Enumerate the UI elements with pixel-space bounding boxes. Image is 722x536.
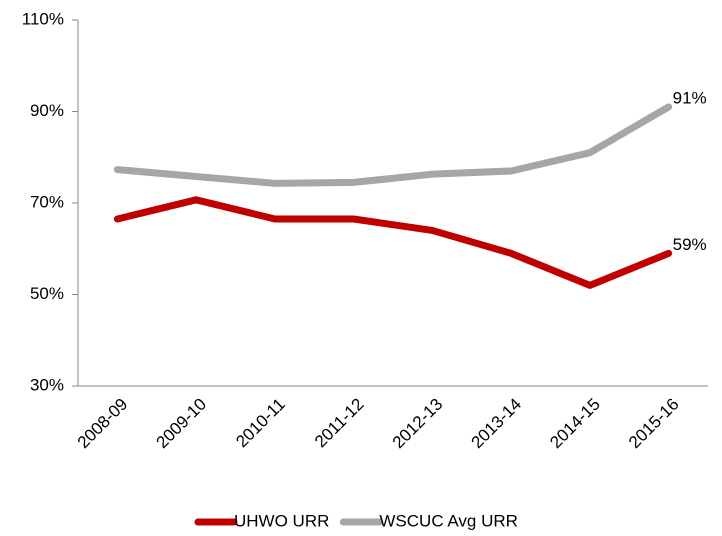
data-label: 59% [673,235,707,254]
legend-label: WSCUC Avg URR [379,511,518,530]
x-tick-label: 2015-16 [625,395,683,453]
x-tick-label: 2013-14 [468,395,526,453]
series-line [113,196,673,289]
legend-label: UHWO URR [234,511,329,530]
x-tick-label: 2012-13 [389,395,447,453]
y-tick-label: 70% [30,192,64,211]
series-line [113,103,673,187]
x-tick-label: 2009-10 [153,395,211,453]
y-tick-label: 50% [30,284,64,303]
data-label: 91% [673,88,707,107]
y-tick-label: 110% [22,9,64,28]
x-tick-label: 2008-09 [74,395,132,453]
x-tick-label: 2010-11 [232,395,289,452]
y-tick-label: 30% [30,375,64,394]
x-tick-label: 2014-15 [546,395,604,453]
x-tick-label: 2011-12 [311,395,368,452]
y-tick-label: 90% [30,101,64,120]
